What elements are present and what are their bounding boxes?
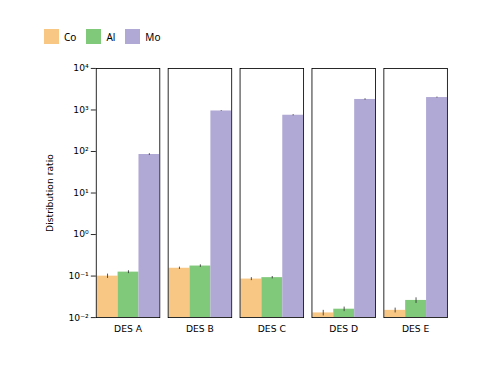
svg-text:DES E: DES E (402, 323, 430, 334)
svg-text:DES D: DES D (329, 323, 358, 334)
svg-text:DES A: DES A (114, 323, 143, 334)
svg-text:10³: 10³ (73, 104, 89, 115)
svg-text:DES C: DES C (258, 323, 286, 334)
svg-text:10²: 10² (73, 145, 89, 156)
html-text:Al: Al (106, 29, 116, 44)
svg-text:DES B: DES B (186, 323, 214, 334)
html-text:Mo: Mo (145, 29, 161, 44)
svg-text:10¹: 10¹ (73, 187, 89, 198)
svg-text:10⁴: 10⁴ (73, 62, 89, 73)
svg-text:Distribution ratio: Distribution ratio (44, 154, 55, 232)
svg-text:10⁰: 10⁰ (73, 228, 89, 239)
svg-text:10⁻¹: 10⁻¹ (69, 270, 90, 281)
html-text:Co: Co (64, 29, 77, 44)
svg-text:10⁻²: 10⁻² (69, 312, 90, 323)
